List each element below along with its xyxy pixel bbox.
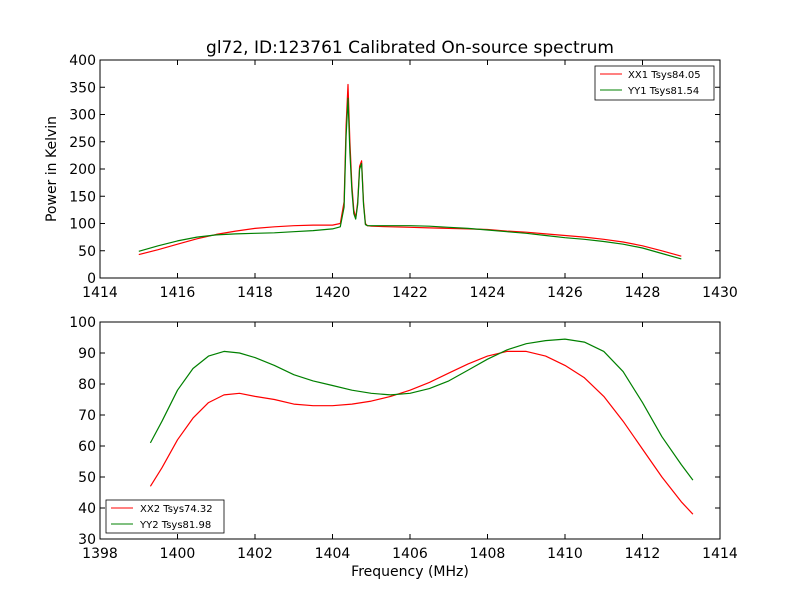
x-tick-label: 1426 (547, 285, 583, 301)
top-plot-frame (99, 59, 721, 279)
bottom-plot-frame (99, 321, 721, 540)
y-tick-label: 150 (69, 189, 96, 205)
y-axis-title: Power in Kelvin (44, 116, 60, 222)
x-tick-label: 1398 (82, 546, 118, 562)
top-axis-ticks: 1414 1416 1418 1420 1422 1424 1426 1428 1430 0 50 1… (69, 53, 738, 301)
y-tick-label: 90 (78, 346, 96, 362)
x-tick-label: 1408 (470, 546, 506, 562)
bottom-series-group (149, 338, 694, 515)
top-legend-label-xx1: XX1 Tsys84.05 (628, 70, 701, 81)
x-tick-label: 1412 (625, 546, 661, 562)
top-legend-box (594, 65, 715, 101)
x-tick-label: 1416 (160, 285, 196, 301)
x-tick-label: 1430 (702, 285, 738, 301)
top-legend: XX1 Tsys84.05 YY1 Tsys81.54 (594, 65, 715, 101)
bottom-legend-box (105, 499, 225, 534)
y-tick-label: 80 (78, 377, 96, 393)
x-tick-label: 1424 (470, 285, 506, 301)
x-tick-label: 1414 (82, 285, 118, 301)
bottom-legend-label-yy2: YY2 Tsys81.98 (139, 520, 211, 531)
x-tick-label: 1418 (237, 285, 273, 301)
y-tick-label: 250 (69, 135, 96, 151)
y-tick-label: 60 (78, 439, 96, 455)
y-tick-label: 50 (78, 470, 96, 486)
x-tick-label: 1402 (237, 546, 273, 562)
x-tick-label: 1428 (625, 285, 661, 301)
x-tick-label: 1404 (315, 546, 351, 562)
y-tick-label: 100 (69, 217, 96, 233)
chart-title: gl72, ID:123761 Calibrated On-source spe… (206, 38, 614, 58)
x-tick-label: 1406 (392, 546, 428, 562)
bottom-legend: XX2 Tsys74.32 YY2 Tsys81.98 (105, 499, 225, 534)
series-line-xx1 (138, 83, 682, 257)
series-line-yy2 (149, 338, 694, 481)
x-axis-title: Frequency (MHz) (351, 564, 469, 580)
x-tick-label: 1422 (392, 285, 428, 301)
y-tick-label: 350 (69, 80, 96, 96)
bottom-panel: 1398 1400 1402 1404 1406 1408 1410 1412 1414 30 40… (69, 315, 738, 580)
y-tick-label: 50 (78, 244, 96, 260)
x-tick-label: 1410 (547, 546, 583, 562)
bottom-legend-label-xx2: XX2 Tsys74.32 (140, 504, 213, 515)
y-tick-label: 100 (69, 315, 96, 331)
y-tick-label: 200 (69, 162, 96, 178)
x-tick-label: 1420 (315, 285, 351, 301)
x-tick-label: 1414 (702, 546, 738, 562)
y-tick-label: 40 (78, 501, 96, 517)
y-tick-label: 300 (69, 108, 96, 124)
series-line-yy1 (138, 97, 682, 260)
series-line-xx2 (149, 350, 694, 515)
y-tick-label: 70 (78, 408, 96, 424)
top-legend-label-yy1: YY1 Tsys81.54 (627, 86, 699, 97)
y-tick-label: 30 (78, 532, 96, 548)
top-panel: gl72, ID:123761 Calibrated On-source spe… (44, 38, 738, 301)
bottom-axis-ticks: 1398 1400 1402 1404 1406 1408 1410 1412 1414 30 40… (69, 315, 738, 562)
y-tick-label: 400 (69, 53, 96, 69)
y-tick-label: 0 (87, 271, 96, 287)
x-tick-label: 1400 (160, 546, 196, 562)
top-series-group (138, 83, 682, 260)
